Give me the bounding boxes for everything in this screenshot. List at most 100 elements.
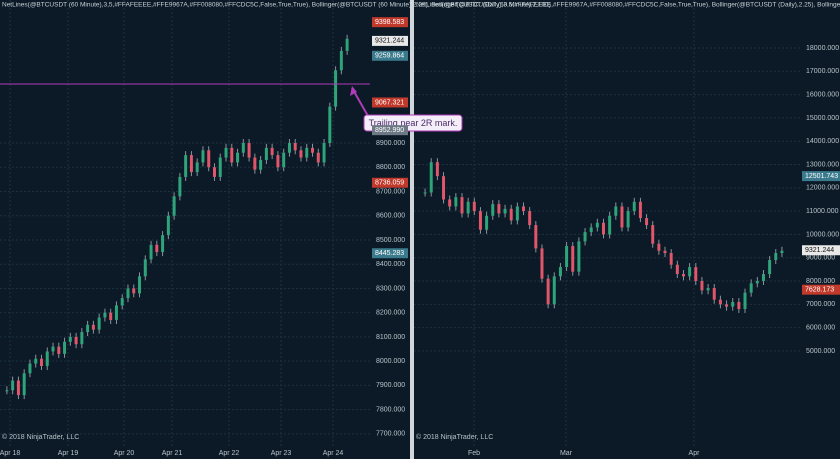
candle — [114, 305, 118, 320]
candle — [583, 232, 587, 242]
y-tick-label: 10000.000 — [806, 231, 839, 238]
candle — [39, 358, 43, 367]
y-tick-label: 8300.000 — [376, 285, 405, 292]
candle — [669, 253, 673, 265]
price-marker — [372, 177, 408, 188]
price-marker-label: 12501.743 — [805, 173, 838, 180]
candle — [68, 336, 72, 342]
candle — [712, 288, 716, 300]
candle — [345, 38, 349, 51]
candle — [247, 143, 251, 158]
candle — [16, 380, 20, 396]
candle — [236, 152, 240, 163]
x-label: Apr 22 — [219, 450, 240, 457]
candle — [149, 244, 153, 260]
candle — [161, 235, 165, 253]
candle — [103, 312, 107, 318]
copyright: © 2018 NinjaTrader, LLC — [2, 433, 79, 441]
candle — [270, 147, 274, 156]
candle — [143, 259, 147, 277]
candle — [51, 346, 55, 352]
candle — [218, 157, 222, 177]
price-marker — [372, 125, 408, 136]
y-tick-label: 9000.000 — [806, 255, 835, 262]
candle — [207, 150, 211, 168]
candle — [700, 281, 704, 291]
x-label: Apr 18 — [0, 450, 20, 457]
candle — [91, 324, 95, 330]
candle — [460, 197, 464, 214]
price-marker — [372, 17, 408, 28]
candle — [503, 208, 507, 214]
candle — [743, 292, 747, 309]
price-marker-label: 9067.321 — [375, 99, 404, 106]
y-tick-label: 5000.000 — [806, 348, 835, 355]
candle — [5, 390, 9, 392]
price-marker — [802, 284, 840, 295]
candle — [780, 250, 784, 254]
candle — [253, 157, 257, 170]
header: NetLines(@BTCUSDT (Daily),3,5,#FFAFEEEE,… — [416, 2, 840, 9]
candle — [172, 196, 176, 216]
candle — [749, 283, 753, 293]
candle — [632, 201, 636, 212]
price-marker — [372, 97, 408, 108]
arrow-head — [350, 86, 357, 96]
price-marker — [372, 50, 408, 61]
x-label: Apr — [689, 450, 701, 457]
y-tick-label: 16000.000 — [806, 91, 839, 98]
candle — [126, 288, 130, 299]
y-tick-label: 18000.000 — [806, 45, 839, 52]
candle — [522, 206, 526, 212]
candle — [565, 246, 569, 268]
price-marker-label: 9259.864 — [375, 53, 404, 60]
y-tick-label: 12000.000 — [806, 185, 839, 192]
y-tick-label: 7800.000 — [376, 406, 405, 413]
price-marker-label: 7628.173 — [805, 287, 834, 294]
candle — [626, 211, 630, 228]
price-marker-label: 9321.244 — [375, 38, 404, 45]
candle — [429, 162, 433, 193]
candle — [334, 70, 338, 107]
candle — [442, 176, 446, 200]
candle — [725, 304, 729, 307]
y-tick-label: 17000.000 — [806, 68, 839, 75]
candle — [589, 227, 593, 233]
candle — [694, 267, 698, 282]
y-tick-label: 8200.000 — [376, 310, 405, 317]
candle — [189, 155, 193, 173]
candle — [316, 152, 320, 163]
candle — [276, 155, 280, 168]
candle — [448, 199, 452, 207]
candle — [638, 201, 642, 219]
y-tick-label: 13000.000 — [806, 161, 839, 168]
candle — [718, 299, 722, 305]
price-marker — [802, 171, 840, 182]
y-tick-label: 11000.000 — [806, 208, 839, 215]
candle — [645, 218, 649, 226]
candle — [755, 281, 759, 284]
candle — [435, 162, 439, 177]
candle — [608, 215, 612, 235]
candle — [497, 204, 501, 214]
y-tick-label: 8500.000 — [376, 237, 405, 244]
y-tick-label: 8900.000 — [376, 140, 405, 147]
candle — [264, 147, 268, 160]
candle — [737, 301, 741, 309]
y-tick-label: 14000.000 — [806, 138, 839, 145]
candle — [259, 159, 263, 170]
x-label: Feb — [468, 450, 480, 457]
candle — [620, 206, 624, 228]
x-label: Apr 19 — [58, 450, 79, 457]
x-label: Apr 21 — [162, 450, 183, 457]
y-tick-label: 8000.000 — [806, 278, 835, 285]
candle — [515, 206, 519, 221]
candle — [282, 152, 286, 168]
candle — [595, 222, 599, 228]
candle — [768, 260, 772, 275]
candle — [706, 288, 710, 291]
candle — [57, 346, 61, 354]
y-tick-label: 7000.000 — [806, 301, 835, 308]
